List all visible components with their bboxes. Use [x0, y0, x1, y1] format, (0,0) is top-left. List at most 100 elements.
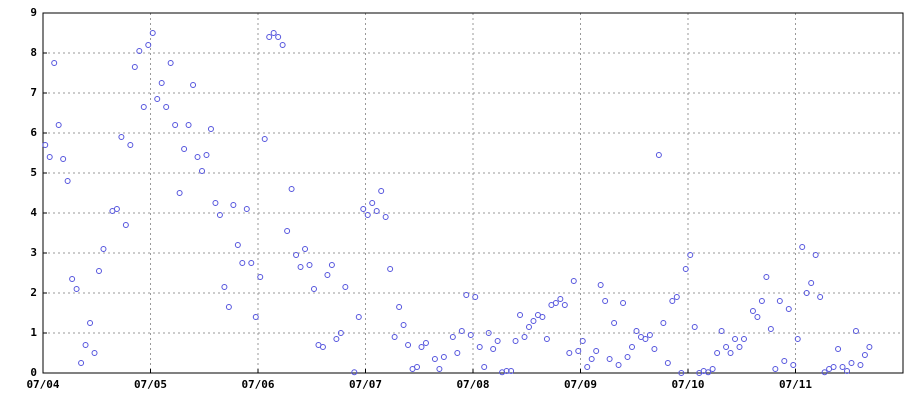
- point: [844, 368, 851, 374]
- point: [158, 80, 165, 86]
- y-tick-label: 9: [30, 6, 37, 19]
- point: [781, 358, 788, 364]
- point: [261, 136, 268, 142]
- point: [225, 304, 232, 310]
- point: [606, 356, 613, 362]
- point: [306, 262, 313, 268]
- point: [167, 60, 174, 66]
- y-tick-label: 5: [30, 166, 37, 179]
- point: [835, 346, 842, 352]
- point: [360, 206, 367, 212]
- point: [319, 344, 326, 350]
- point: [310, 286, 317, 292]
- point: [387, 266, 394, 272]
- point: [597, 282, 604, 288]
- point: [727, 350, 734, 356]
- x-tick-label: 07/08: [456, 378, 489, 391]
- point: [190, 82, 197, 88]
- point: [149, 30, 156, 36]
- point: [95, 268, 102, 274]
- point: [454, 350, 461, 356]
- point: [575, 348, 582, 354]
- y-tick-label: 8: [30, 46, 37, 59]
- y-tick-label: 0: [30, 366, 37, 379]
- point: [852, 328, 859, 334]
- point: [405, 342, 412, 348]
- point: [288, 186, 295, 192]
- point: [687, 252, 694, 258]
- point: [817, 294, 824, 300]
- point: [87, 320, 94, 326]
- point: [812, 252, 819, 258]
- point: [543, 336, 550, 342]
- point: [212, 200, 219, 206]
- point: [579, 338, 586, 344]
- point: [440, 354, 447, 360]
- point: [646, 332, 653, 338]
- point: [481, 364, 488, 370]
- point: [754, 314, 761, 320]
- point: [199, 168, 206, 174]
- point: [669, 298, 676, 304]
- point: [221, 284, 228, 290]
- point: [140, 104, 147, 110]
- point: [749, 308, 756, 314]
- y-tick-label: 4: [30, 206, 37, 219]
- point: [740, 336, 747, 342]
- point: [485, 330, 492, 336]
- point: [46, 154, 53, 160]
- point: [51, 60, 58, 66]
- point: [723, 344, 730, 350]
- x-tick-label: 07/07: [349, 378, 382, 391]
- point: [732, 336, 739, 342]
- point: [655, 152, 662, 158]
- point: [266, 34, 273, 40]
- point: [64, 178, 71, 184]
- point: [122, 222, 129, 228]
- point: [302, 246, 309, 252]
- point: [530, 318, 537, 324]
- x-tick-label: 07/10: [671, 378, 704, 391]
- point: [458, 328, 465, 334]
- point: [234, 242, 241, 248]
- point: [566, 350, 573, 356]
- point: [337, 330, 344, 336]
- point: [561, 302, 568, 308]
- point: [570, 278, 577, 284]
- point: [673, 294, 680, 300]
- point: [248, 260, 255, 266]
- point: [55, 122, 62, 128]
- point: [494, 338, 501, 344]
- point: [391, 334, 398, 340]
- y-tick-label: 7: [30, 86, 37, 99]
- point: [678, 370, 685, 376]
- point: [382, 214, 389, 220]
- point: [154, 96, 161, 102]
- point: [145, 42, 152, 48]
- point: [297, 264, 304, 270]
- point: [642, 336, 649, 342]
- point: [588, 356, 595, 362]
- point: [418, 344, 425, 350]
- point: [803, 290, 810, 296]
- point: [767, 326, 774, 332]
- x-tick-label: 07/05: [134, 378, 167, 391]
- y-tick-label: 3: [30, 246, 37, 259]
- point: [127, 142, 134, 148]
- point: [629, 344, 636, 350]
- point: [400, 322, 407, 328]
- point: [351, 369, 358, 376]
- point: [557, 296, 564, 302]
- point: [517, 312, 524, 318]
- point: [593, 348, 600, 354]
- point: [230, 202, 237, 208]
- point: [185, 122, 192, 128]
- point: [602, 298, 609, 304]
- point: [431, 356, 438, 362]
- point: [664, 360, 671, 366]
- point: [324, 272, 331, 278]
- point: [736, 344, 743, 350]
- point: [82, 342, 89, 348]
- point: [463, 292, 470, 298]
